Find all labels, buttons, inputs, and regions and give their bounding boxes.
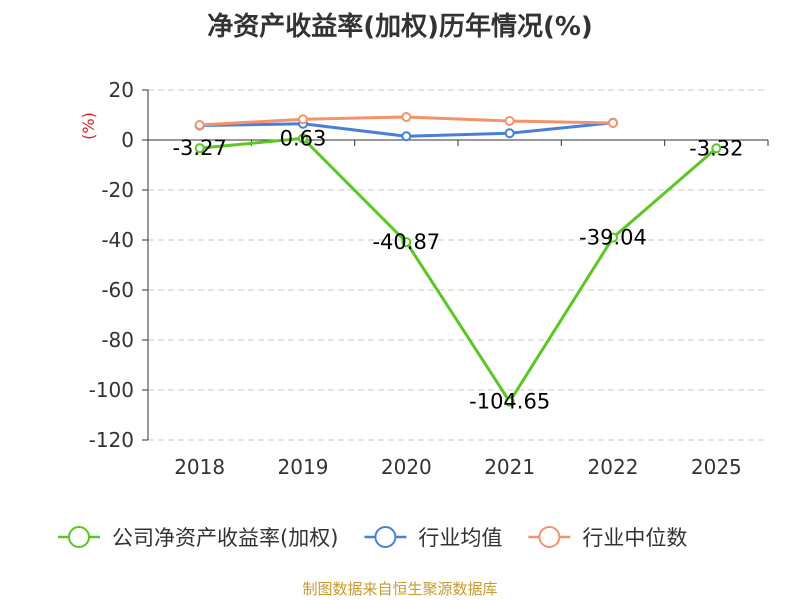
data-point [711, 143, 722, 154]
data-point [608, 232, 618, 243]
data-point [298, 133, 308, 144]
y-tick-label: -80 [101, 328, 134, 352]
y-tick-label: 20 [109, 78, 134, 102]
legend-marker [374, 526, 397, 548]
y-axis-label: (%) [79, 112, 98, 140]
y-tick-label: -20 [101, 178, 134, 202]
data-label: -104.65 [469, 390, 550, 414]
legend-marker [538, 526, 561, 548]
x-tick-label: 2019 [278, 455, 329, 479]
data-label: -3.32 [689, 136, 743, 160]
data-point [401, 237, 412, 248]
x-tick-label: 2022 [588, 455, 639, 479]
data-label: -39.04 [579, 226, 647, 250]
x-tick-label: 2020 [381, 455, 432, 479]
data-point [608, 118, 618, 128]
y-tick-label: -100 [89, 378, 134, 402]
data-point [504, 116, 515, 126]
legend-label: 行业均值 [418, 526, 502, 550]
source-note: 制图数据来自恒生聚源数据库 [302, 580, 498, 598]
data-point [401, 131, 412, 142]
legend-label: 行业中位数 [582, 526, 687, 550]
data-label: 0.63 [280, 126, 327, 150]
data-point [504, 396, 515, 407]
x-tick-label: 2025 [691, 455, 742, 479]
y-tick-label: -120 [89, 428, 134, 452]
series-line [199, 136, 718, 404]
y-tick-label: -60 [101, 278, 134, 302]
data-point [194, 120, 205, 130]
y-tick-label: 0 [121, 128, 134, 152]
x-tick-label: 2021 [484, 455, 535, 479]
data-point [298, 114, 308, 125]
data-label: -40.87 [372, 230, 440, 254]
x-tick-label: 2018 [174, 455, 225, 479]
data-label: -3.27 [172, 136, 226, 160]
legend-marker [68, 526, 90, 548]
data-point [504, 128, 515, 139]
data-point [194, 143, 205, 154]
legend-label: 公司净资产收益率(加权) [112, 526, 338, 550]
y-tick-label: -40 [101, 228, 134, 252]
data-point [401, 112, 412, 122]
chart-title: 净资产收益率(加权)历年情况(%) [207, 12, 593, 42]
